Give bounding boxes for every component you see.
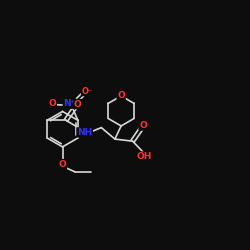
Text: N⁺: N⁺ — [64, 99, 76, 108]
Text: NH: NH — [77, 128, 92, 137]
Text: O: O — [58, 160, 66, 169]
Text: O: O — [117, 92, 125, 100]
Text: OH: OH — [136, 152, 152, 161]
Text: O: O — [139, 121, 147, 130]
Text: O: O — [74, 100, 82, 108]
Text: O: O — [48, 99, 56, 108]
Text: O⁻: O⁻ — [82, 87, 93, 96]
